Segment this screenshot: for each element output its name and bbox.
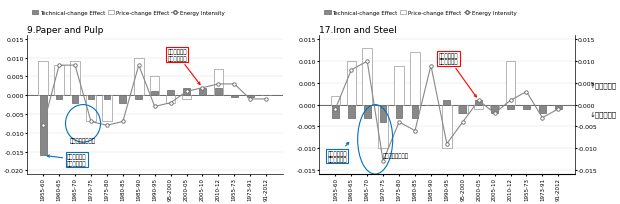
Bar — [247, 96, 254, 98]
Text: 17.Iron and Steel: 17.Iron and Steel — [319, 26, 397, 35]
Bar — [104, 96, 110, 100]
Text: エネルギー使
用的技術進歩: エネルギー使 用的技術進歩 — [167, 49, 200, 85]
Bar — [199, 88, 206, 96]
Bar — [40, 96, 46, 155]
Bar — [135, 96, 142, 100]
Bar — [332, 105, 339, 118]
Bar — [56, 96, 63, 100]
Bar — [507, 105, 514, 109]
Bar — [215, 88, 222, 96]
Bar — [378, 105, 388, 148]
Bar — [442, 105, 451, 148]
Bar — [70, 62, 80, 96]
Bar — [55, 66, 64, 96]
Bar — [347, 62, 356, 105]
Bar — [348, 105, 355, 118]
Bar — [364, 105, 371, 118]
Bar — [412, 105, 418, 118]
Bar — [183, 88, 190, 96]
Bar — [330, 96, 340, 105]
Bar — [72, 96, 78, 103]
Text: 省エネの黄金時代: 省エネの黄金時代 — [70, 138, 96, 143]
Text: ↑効率の悪化: ↑効率の悪化 — [590, 82, 617, 89]
Bar — [443, 101, 450, 105]
Text: エネルギー節
約的技術進歩: エネルギー節 約的技術進歩 — [327, 143, 348, 162]
Bar — [474, 105, 484, 109]
Bar — [182, 96, 192, 100]
Bar — [394, 66, 404, 105]
Bar — [120, 96, 126, 103]
Text: 9.Paper and Pulp: 9.Paper and Pulp — [27, 26, 103, 35]
Bar — [396, 105, 402, 118]
Bar — [134, 58, 144, 96]
Text: ↓効率の改善: ↓効率の改善 — [590, 111, 617, 118]
Text: エネルギー使
用的技術進歩: エネルギー使 用的技術進歩 — [439, 53, 476, 98]
Text: 省エネの黄金時代: 省エネの黄金時代 — [383, 152, 409, 158]
Bar — [523, 105, 530, 109]
Bar — [410, 53, 420, 105]
Bar — [539, 105, 546, 114]
Bar — [86, 96, 95, 122]
Bar — [458, 105, 467, 114]
Text: エネルギー節
約的技術進歩: エネルギー節 約的技術進歩 — [47, 154, 87, 166]
Bar — [555, 105, 562, 109]
Bar — [102, 96, 112, 122]
Bar — [231, 96, 237, 98]
Bar — [87, 96, 94, 100]
Bar — [38, 62, 48, 96]
Bar — [380, 105, 386, 122]
Bar — [490, 105, 499, 109]
Bar — [214, 70, 223, 96]
Bar — [491, 105, 498, 114]
Bar — [459, 105, 466, 114]
Bar — [167, 90, 174, 96]
Legend: Technical-change Effect, Price-change Effect, Energy Intensity: Technical-change Effect, Price-change Ef… — [322, 8, 519, 18]
Bar — [476, 101, 482, 105]
Bar — [150, 77, 159, 96]
Bar — [363, 49, 372, 105]
Legend: Technical-change Effect, Price-change Effect, Energy Intensity: Technical-change Effect, Price-change Ef… — [30, 8, 227, 18]
Bar — [506, 62, 515, 105]
Bar — [151, 92, 158, 96]
Bar — [166, 96, 175, 103]
